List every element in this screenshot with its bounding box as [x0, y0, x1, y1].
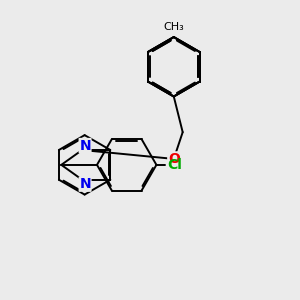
Text: CH₃: CH₃ [164, 22, 184, 32]
Text: N: N [79, 177, 91, 191]
Text: N: N [79, 139, 91, 152]
Text: O: O [168, 152, 180, 166]
Text: Cl: Cl [167, 158, 182, 172]
